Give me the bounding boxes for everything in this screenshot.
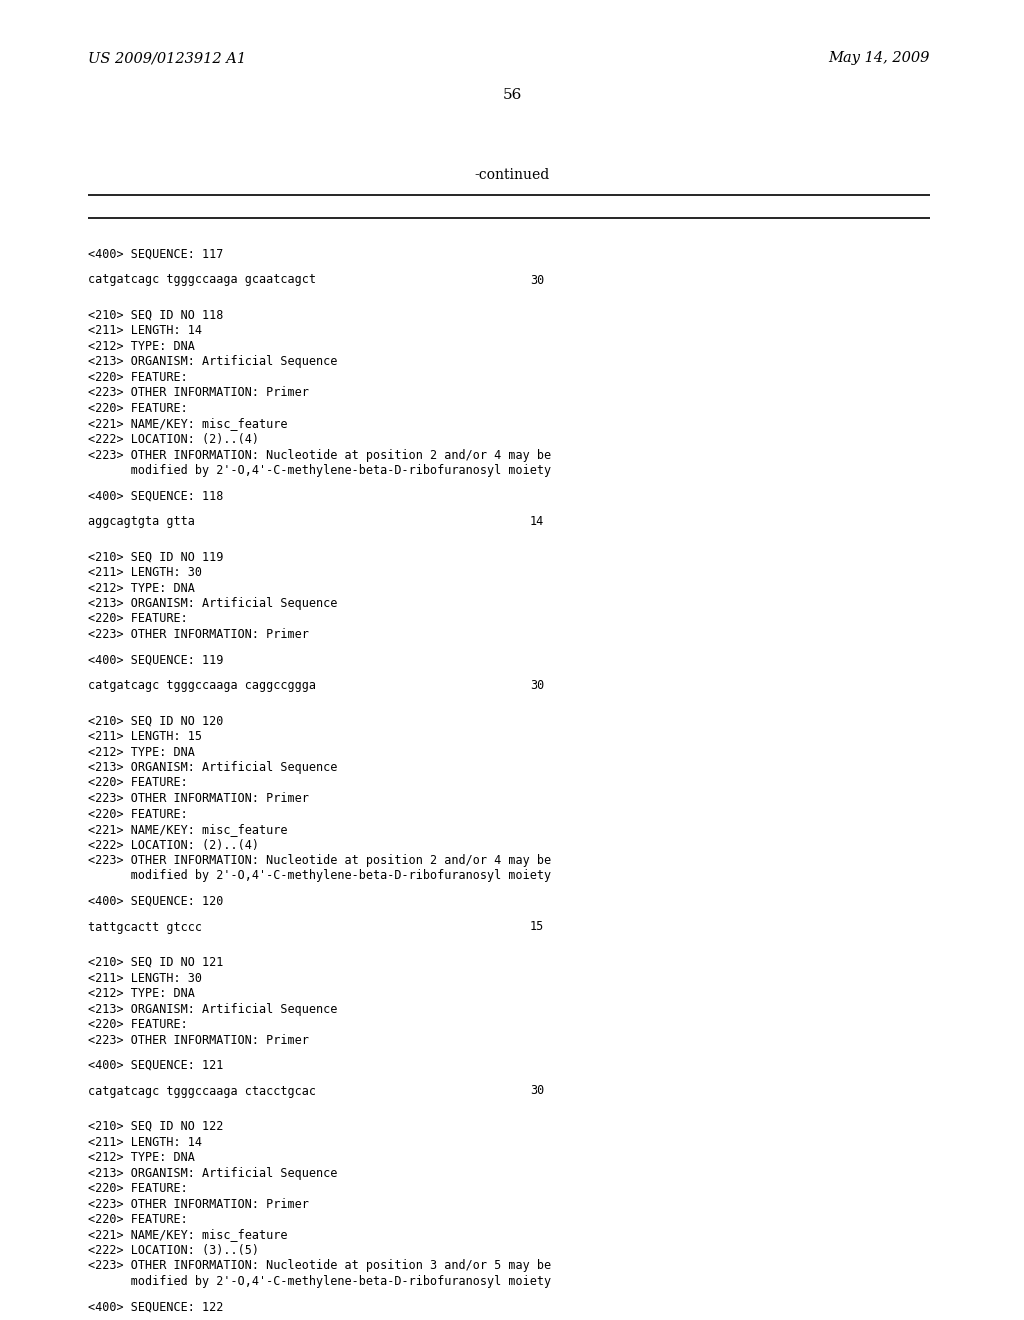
Text: <223> OTHER INFORMATION: Primer: <223> OTHER INFORMATION: Primer [88, 1197, 309, 1210]
Text: aggcagtgta gtta: aggcagtgta gtta [88, 515, 195, 528]
Text: <212> TYPE: DNA: <212> TYPE: DNA [88, 987, 195, 1001]
Text: 30: 30 [530, 1085, 544, 1097]
Text: catgatcagc tgggccaaga ctacctgcac: catgatcagc tgggccaaga ctacctgcac [88, 1085, 316, 1097]
Text: <400> SEQUENCE: 118: <400> SEQUENCE: 118 [88, 490, 223, 503]
Text: modified by 2'-O,4'-C-methylene-beta-D-ribofuranosyl moiety: modified by 2'-O,4'-C-methylene-beta-D-r… [88, 1275, 551, 1288]
Text: <210> SEQ ID NO 119: <210> SEQ ID NO 119 [88, 550, 223, 564]
Text: <213> ORGANISM: Artificial Sequence: <213> ORGANISM: Artificial Sequence [88, 597, 337, 610]
Text: <223> OTHER INFORMATION: Nucleotide at position 2 and/or 4 may be: <223> OTHER INFORMATION: Nucleotide at p… [88, 854, 551, 867]
Text: 30: 30 [530, 678, 544, 692]
Text: <212> TYPE: DNA: <212> TYPE: DNA [88, 582, 195, 594]
Text: <212> TYPE: DNA: <212> TYPE: DNA [88, 746, 195, 759]
Text: <220> FEATURE:: <220> FEATURE: [88, 1181, 187, 1195]
Text: <211> LENGTH: 30: <211> LENGTH: 30 [88, 566, 202, 579]
Text: <400> SEQUENCE: 121: <400> SEQUENCE: 121 [88, 1059, 223, 1072]
Text: <220> FEATURE:: <220> FEATURE: [88, 808, 187, 821]
Text: <223> OTHER INFORMATION: Nucleotide at position 2 and/or 4 may be: <223> OTHER INFORMATION: Nucleotide at p… [88, 449, 551, 462]
Text: <223> OTHER INFORMATION: Primer: <223> OTHER INFORMATION: Primer [88, 387, 309, 400]
Text: <221> NAME/KEY: misc_feature: <221> NAME/KEY: misc_feature [88, 1229, 288, 1242]
Text: <220> FEATURE:: <220> FEATURE: [88, 403, 187, 414]
Text: <211> LENGTH: 15: <211> LENGTH: 15 [88, 730, 202, 743]
Text: <223> OTHER INFORMATION: Primer: <223> OTHER INFORMATION: Primer [88, 792, 309, 805]
Text: <221> NAME/KEY: misc_feature: <221> NAME/KEY: misc_feature [88, 822, 288, 836]
Text: catgatcagc tgggccaaga caggccggga: catgatcagc tgggccaaga caggccggga [88, 678, 316, 692]
Text: modified by 2'-O,4'-C-methylene-beta-D-ribofuranosyl moiety: modified by 2'-O,4'-C-methylene-beta-D-r… [88, 870, 551, 883]
Text: 14: 14 [530, 515, 544, 528]
Text: <220> FEATURE:: <220> FEATURE: [88, 1018, 187, 1031]
Text: <220> FEATURE:: <220> FEATURE: [88, 371, 187, 384]
Text: <210> SEQ ID NO 121: <210> SEQ ID NO 121 [88, 956, 223, 969]
Text: catgatcagc tgggccaaga gcaatcagct: catgatcagc tgggccaaga gcaatcagct [88, 273, 316, 286]
Text: <213> ORGANISM: Artificial Sequence: <213> ORGANISM: Artificial Sequence [88, 355, 337, 368]
Text: <213> ORGANISM: Artificial Sequence: <213> ORGANISM: Artificial Sequence [88, 1167, 337, 1180]
Text: -continued: -continued [474, 168, 550, 182]
Text: 56: 56 [503, 88, 521, 102]
Text: <400> SEQUENCE: 122: <400> SEQUENCE: 122 [88, 1300, 223, 1313]
Text: <220> FEATURE:: <220> FEATURE: [88, 612, 187, 626]
Text: <212> TYPE: DNA: <212> TYPE: DNA [88, 341, 195, 352]
Text: 15: 15 [530, 920, 544, 933]
Text: <210> SEQ ID NO 120: <210> SEQ ID NO 120 [88, 714, 223, 727]
Text: <210> SEQ ID NO 122: <210> SEQ ID NO 122 [88, 1119, 223, 1133]
Text: <220> FEATURE:: <220> FEATURE: [88, 776, 187, 789]
Text: <223> OTHER INFORMATION: Primer: <223> OTHER INFORMATION: Primer [88, 1034, 309, 1047]
Text: <222> LOCATION: (2)..(4): <222> LOCATION: (2)..(4) [88, 838, 259, 851]
Text: <223> OTHER INFORMATION: Nucleotide at position 3 and/or 5 may be: <223> OTHER INFORMATION: Nucleotide at p… [88, 1259, 551, 1272]
Text: <211> LENGTH: 14: <211> LENGTH: 14 [88, 325, 202, 338]
Text: <223> OTHER INFORMATION: Primer: <223> OTHER INFORMATION: Primer [88, 628, 309, 642]
Text: <222> LOCATION: (3)..(5): <222> LOCATION: (3)..(5) [88, 1243, 259, 1257]
Text: <400> SEQUENCE: 120: <400> SEQUENCE: 120 [88, 895, 223, 908]
Text: <211> LENGTH: 30: <211> LENGTH: 30 [88, 972, 202, 985]
Text: <400> SEQUENCE: 119: <400> SEQUENCE: 119 [88, 653, 223, 667]
Text: <400> SEQUENCE: 117: <400> SEQUENCE: 117 [88, 248, 223, 261]
Text: <212> TYPE: DNA: <212> TYPE: DNA [88, 1151, 195, 1164]
Text: US 2009/0123912 A1: US 2009/0123912 A1 [88, 51, 246, 65]
Text: <210> SEQ ID NO 118: <210> SEQ ID NO 118 [88, 309, 223, 322]
Text: 30: 30 [530, 273, 544, 286]
Text: tattgcactt gtccc: tattgcactt gtccc [88, 920, 202, 933]
Text: <211> LENGTH: 14: <211> LENGTH: 14 [88, 1135, 202, 1148]
Text: <213> ORGANISM: Artificial Sequence: <213> ORGANISM: Artificial Sequence [88, 1002, 337, 1015]
Text: <221> NAME/KEY: misc_feature: <221> NAME/KEY: misc_feature [88, 417, 288, 430]
Text: modified by 2'-O,4'-C-methylene-beta-D-ribofuranosyl moiety: modified by 2'-O,4'-C-methylene-beta-D-r… [88, 465, 551, 477]
Text: <222> LOCATION: (2)..(4): <222> LOCATION: (2)..(4) [88, 433, 259, 446]
Text: <220> FEATURE:: <220> FEATURE: [88, 1213, 187, 1226]
Text: May 14, 2009: May 14, 2009 [828, 51, 930, 65]
Text: <213> ORGANISM: Artificial Sequence: <213> ORGANISM: Artificial Sequence [88, 762, 337, 774]
